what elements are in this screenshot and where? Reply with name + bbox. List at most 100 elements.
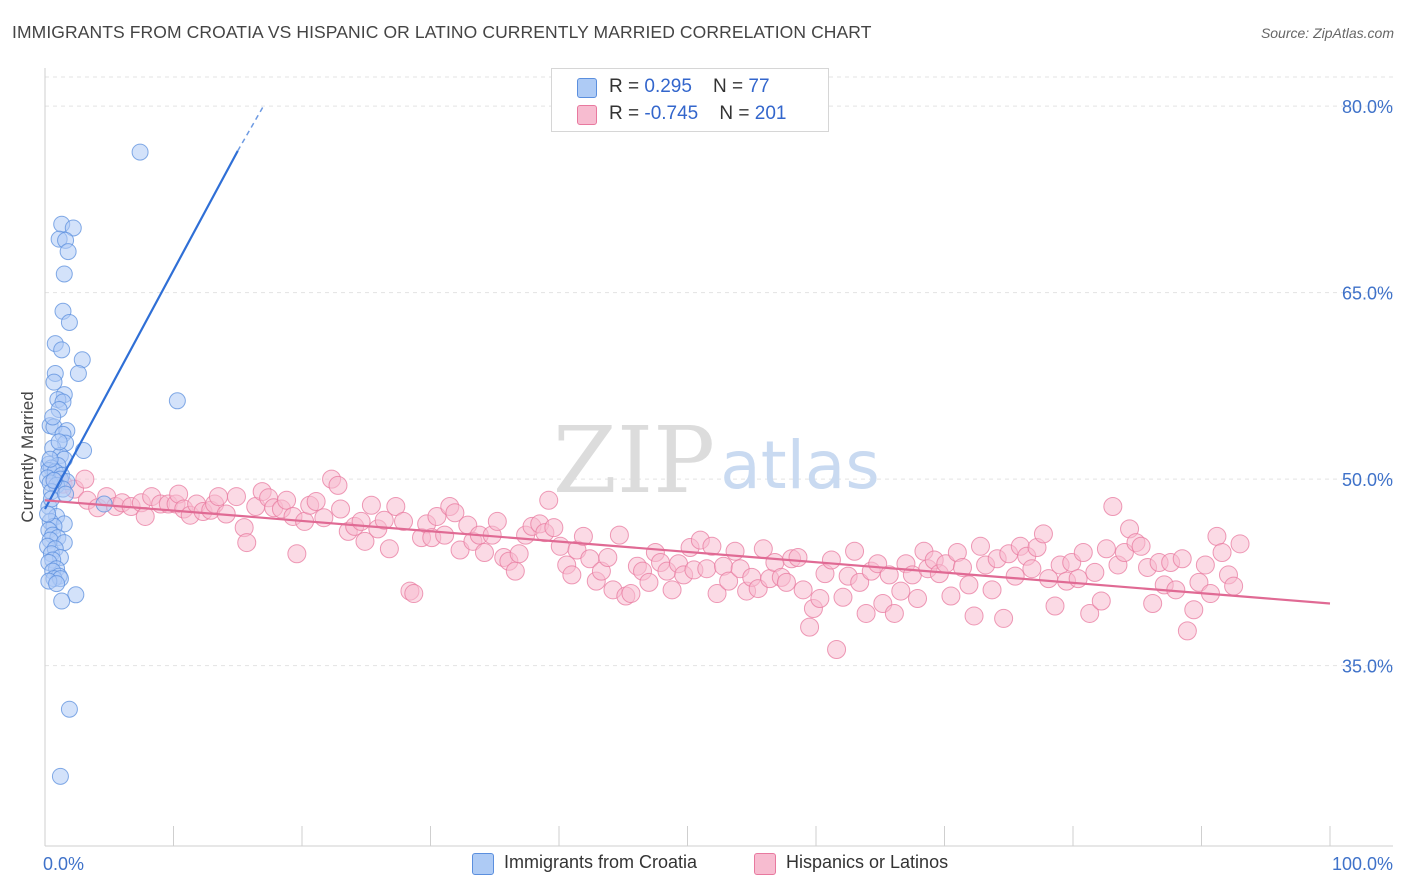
hispanic-point (1177, 621, 1197, 641)
hispanic-point (208, 487, 228, 507)
hispanic-point (1033, 524, 1053, 544)
hispanic-point (394, 511, 414, 531)
croatia-point (64, 219, 82, 237)
hispanic-point (1195, 555, 1215, 575)
croatia-point (44, 408, 62, 426)
legend-swatch-croatia (577, 78, 597, 98)
croatia-point (69, 364, 87, 382)
hispanic-point (487, 511, 507, 531)
hispanic-point (1045, 596, 1065, 616)
hispanic-point (505, 561, 525, 581)
x-tick-label-max: 100.0% (1332, 854, 1393, 874)
hispanic-point (621, 584, 641, 604)
legend-swatch-hispanics (577, 105, 597, 125)
hispanic-point (1172, 549, 1192, 569)
hispanic-point (970, 536, 990, 556)
croatia-point (60, 313, 78, 331)
croatia-trend-line (44, 150, 239, 510)
hispanic-point (562, 565, 582, 585)
hispanic-point (1184, 600, 1204, 620)
legend-n-value: 77 (748, 76, 770, 97)
hispanic-point (639, 572, 659, 592)
hispanic-point (1091, 591, 1111, 611)
hispanic-point (306, 492, 326, 512)
correlation-legend: R = 0.295 N = 77 R = -0.745 N = 201 (551, 68, 829, 132)
legend-n-value: 201 (754, 103, 787, 124)
hispanic-point (662, 580, 682, 600)
bottom-legend-label-hispanics: Hispanics or Latinos (786, 852, 949, 872)
hispanic-point (331, 499, 351, 519)
hispanic-point (237, 533, 257, 553)
hispanic-point (598, 547, 618, 567)
hispanic-point (1005, 566, 1025, 586)
hispanic-point (1103, 497, 1123, 517)
hispanic-point (1207, 526, 1227, 546)
hispanic-point (1073, 543, 1093, 563)
hispanic-point (1224, 576, 1244, 596)
hispanic-point (856, 603, 876, 623)
hispanic-point (702, 536, 722, 556)
hispanic-point (509, 544, 529, 564)
hispanic-point (1080, 603, 1100, 623)
hispanic-point (404, 584, 424, 604)
hispanic-point (793, 580, 813, 600)
y-tick-label: 65.0% (1342, 284, 1393, 304)
bottom-legend-swatch-hispanics (754, 853, 776, 875)
hispanic-point (800, 617, 820, 637)
hispanic-point (287, 544, 307, 564)
hispanic-point (445, 503, 465, 523)
legend-r-label: R = (609, 76, 645, 97)
hispanic-point (952, 557, 972, 577)
hispanic-point (75, 469, 95, 489)
hispanic-point (697, 559, 717, 579)
hispanic-point (550, 536, 570, 556)
hispanic-point (788, 547, 808, 567)
hispanic-point (982, 580, 1002, 600)
croatia-trend-extension (237, 105, 265, 152)
hispanic-point (226, 487, 246, 507)
hispanic-point (827, 640, 847, 660)
hispanic-point (1143, 594, 1163, 614)
hispanic-point (1131, 536, 1151, 556)
croatia-point (53, 341, 71, 359)
hispanic-point (1096, 539, 1116, 559)
hispanic-point (1022, 559, 1042, 579)
watermark-atlas: atlas (720, 427, 880, 504)
hispanic-point (941, 586, 961, 606)
hispanic-point (964, 606, 984, 626)
hispanic-point (386, 497, 406, 517)
hispanic-point (474, 543, 494, 563)
croatia-point (55, 265, 73, 283)
hispanic-point (328, 475, 348, 495)
y-axis-label: Currently Married (18, 391, 37, 522)
source-label: Source: ZipAtlas.com (1260, 25, 1394, 41)
y-tick-label: 50.0% (1342, 470, 1393, 490)
hispanic-point (427, 506, 447, 526)
hispanic-point (776, 572, 796, 592)
hispanic-point (884, 603, 904, 623)
hispanic-point (1068, 569, 1088, 589)
x-tick-label-min: 0.0% (43, 854, 84, 874)
croatia-point (45, 373, 63, 391)
croatia-point (75, 442, 93, 460)
croatia-point (168, 392, 186, 410)
legend-r-value: 0.295 (644, 76, 692, 97)
croatia-point (60, 700, 78, 718)
watermark: ZIP atlas (553, 407, 880, 514)
croatia-point (59, 243, 77, 261)
axis-labels: 35.0% 50.0% 65.0% 80.0% 0.0% 100.0% (43, 97, 1393, 874)
hispanic-point (609, 525, 629, 545)
trend-lines (44, 105, 1331, 605)
hispanic-point (810, 589, 830, 609)
hispanic-point (833, 587, 853, 607)
hispanic-point (891, 581, 911, 601)
hispanic-point (351, 511, 371, 531)
hispanic-point (719, 571, 739, 591)
hispanic-point (850, 572, 870, 592)
croatia-point (53, 592, 71, 610)
grid-lines (45, 76, 1393, 667)
legend-n-label: N = (713, 76, 749, 97)
hispanic-point (908, 589, 928, 609)
croatia-point (39, 505, 57, 523)
